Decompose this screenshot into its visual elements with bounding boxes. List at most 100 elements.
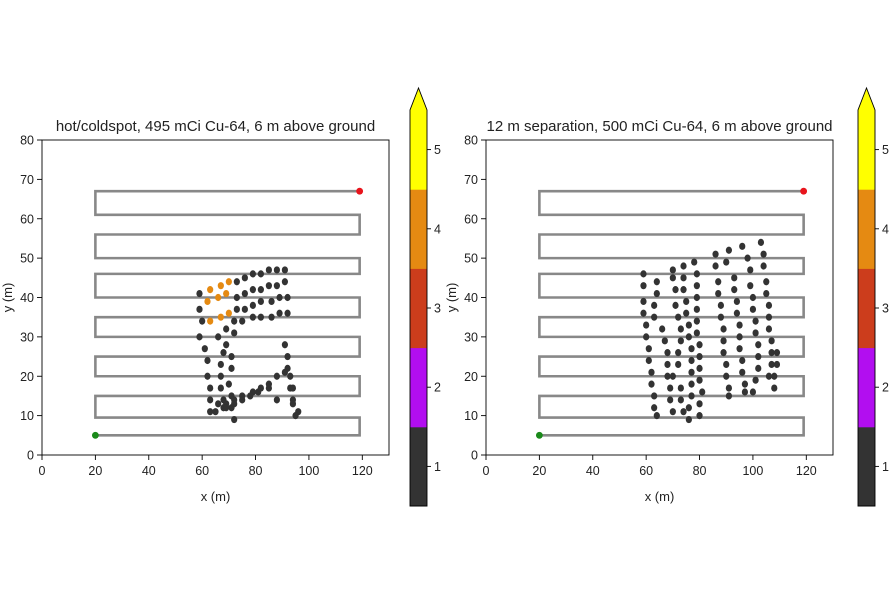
data-point — [677, 325, 684, 333]
colorbar-segment — [858, 347, 875, 428]
data-point — [284, 293, 291, 302]
data-point — [672, 301, 679, 309]
data-point — [231, 317, 238, 325]
data-point — [685, 321, 692, 329]
data-point — [688, 345, 695, 353]
data-point — [763, 278, 770, 286]
data-point — [225, 309, 232, 317]
data-point — [680, 408, 687, 416]
colorbar-segment — [858, 110, 875, 190]
colorbar-tick-label: 3 — [434, 302, 441, 316]
data-point — [752, 317, 759, 325]
data-point — [653, 289, 660, 298]
data-point — [643, 333, 650, 341]
data-point — [768, 337, 775, 345]
chart-panel-right: 12 m separation, 500 mCi Cu-64, 6 m abov… — [444, 86, 889, 507]
data-point — [241, 274, 248, 282]
data-point — [773, 349, 781, 357]
data-point — [217, 282, 224, 290]
data-point — [696, 352, 703, 361]
data-point — [725, 246, 733, 254]
x-tick-label: 100 — [298, 464, 319, 478]
data-point — [281, 278, 288, 286]
data-point — [696, 341, 703, 349]
data-point — [669, 266, 676, 274]
y-tick-label: 20 — [20, 370, 34, 384]
data-point — [257, 313, 264, 321]
data-point — [292, 412, 299, 420]
data-point — [255, 388, 262, 396]
data-point — [760, 250, 767, 258]
data-point — [712, 250, 719, 258]
data-point — [693, 293, 700, 302]
data-point — [212, 408, 219, 416]
data-point — [249, 270, 256, 278]
data-point — [765, 372, 773, 380]
colorbar-segment — [410, 426, 427, 507]
data-point — [653, 278, 660, 286]
y-tick-label: 30 — [20, 330, 34, 344]
data-point — [669, 408, 676, 416]
flight-path-line — [538, 189, 805, 437]
data-point — [287, 372, 294, 380]
data-point — [677, 396, 684, 404]
x-tick-label: 120 — [796, 464, 817, 478]
data-point — [672, 286, 679, 294]
data-point — [725, 384, 733, 392]
data-point — [723, 372, 730, 380]
data-point — [675, 349, 682, 357]
data-point — [217, 313, 224, 321]
data-point — [281, 368, 288, 376]
data-point — [249, 286, 256, 294]
data-point — [273, 396, 280, 404]
colorbar-segment — [410, 189, 427, 269]
path-start-point — [535, 431, 543, 439]
data-point — [231, 415, 238, 424]
data-point — [669, 274, 676, 282]
data-point — [228, 364, 235, 372]
data-point — [755, 364, 762, 372]
data-point — [241, 289, 248, 298]
data-point — [231, 329, 238, 337]
data-point — [640, 282, 647, 290]
data-point — [680, 286, 687, 294]
data-point — [664, 372, 671, 380]
data-point — [204, 372, 211, 380]
colorbar-segment — [858, 189, 875, 269]
data-point — [651, 313, 658, 321]
data-point — [231, 400, 238, 408]
data-point — [643, 321, 650, 329]
colorbar-segment — [410, 347, 427, 428]
data-point — [204, 297, 211, 306]
data-point — [688, 356, 695, 365]
x-tick-label: 20 — [88, 464, 102, 478]
data-point — [640, 309, 647, 317]
data-point — [265, 384, 272, 392]
data-point — [265, 266, 272, 274]
data-point — [717, 313, 724, 321]
colorbar-tick-label: 1 — [434, 460, 441, 474]
data-point — [239, 396, 246, 404]
data-point — [765, 325, 773, 333]
data-point — [651, 404, 658, 412]
data-point — [765, 313, 773, 321]
x-tick-label: 80 — [249, 464, 263, 478]
data-point — [273, 266, 280, 274]
data-point — [645, 345, 652, 353]
data-point — [715, 278, 722, 286]
data-point — [215, 400, 222, 408]
data-point — [648, 368, 655, 376]
x-axis-label: x (m) — [201, 489, 231, 504]
data-point — [736, 333, 743, 341]
data-point — [683, 297, 690, 306]
data-point — [257, 270, 264, 278]
data-point — [276, 309, 283, 317]
data-point — [688, 368, 695, 376]
data-point — [768, 349, 775, 357]
data-point — [233, 278, 240, 286]
data-point — [752, 376, 759, 384]
y-tick-label: 10 — [20, 409, 34, 423]
data-point — [664, 360, 671, 369]
data-point — [731, 274, 738, 282]
data-point — [720, 337, 727, 345]
